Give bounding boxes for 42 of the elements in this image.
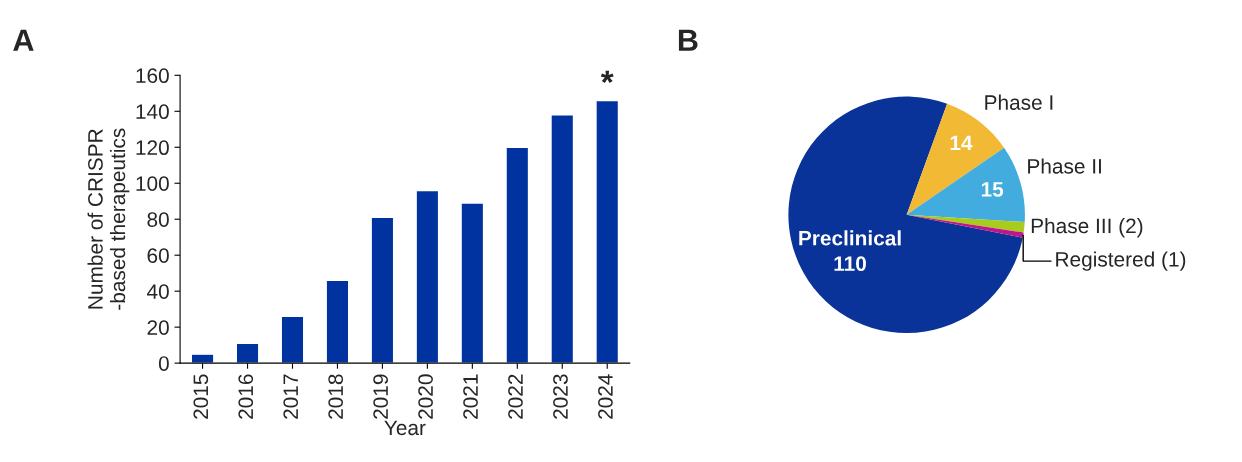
data-label: 14 [950,135,973,151]
x-tick-label: 2018 [328,374,344,419]
slice-label: Phase III (2) [1031,217,1143,238]
chart-title: A [13,29,34,51]
y-tick-label: 0 [158,356,169,371]
bar [550,114,575,364]
bar [595,99,620,364]
y-tick-label: 100 [136,176,169,191]
bar [370,216,395,364]
slice-label: Phase II [1028,158,1101,174]
bar [415,189,440,364]
x-tick-label: 2021 [463,374,478,419]
bar [460,202,485,364]
slice-label: Preclinical [799,230,901,246]
y-tick-label: 20 [147,320,169,335]
x-tick-label: 2017 [283,374,299,419]
bar [235,342,260,364]
bar [280,315,305,364]
y-tick-label: 160 [136,68,169,84]
x-tick-label: 2015 [193,374,209,419]
x-tick-label: 2020 [418,374,433,419]
x-tick-label: 2024 [598,374,613,419]
y-tick-label: 80 [147,212,169,227]
x-tick-label: 2022 [508,374,523,419]
bar [325,279,350,364]
x-tick-label: 2023 [553,374,568,419]
y-tick-label: 60 [147,248,169,263]
y-tick-label: 120 [136,140,169,156]
data-label: 15 [981,182,1004,197]
slice-label: Phase I [985,94,1053,110]
slice-label: Registered (1) [1056,251,1186,271]
x-axis-title: Year [384,420,426,436]
y-axis-title: Number of CRISPR -based therapeutics [87,128,130,310]
bar [505,146,530,364]
chart-title: B [678,29,698,51]
bar [190,353,215,364]
annotation: * [600,70,614,84]
y-tick-label: 40 [146,284,169,299]
y-tick-label: 140 [136,104,169,120]
x-tick-label: 2016 [238,374,254,419]
data-label: 110 [834,256,866,272]
x-tick-label: 2019 [373,374,388,419]
